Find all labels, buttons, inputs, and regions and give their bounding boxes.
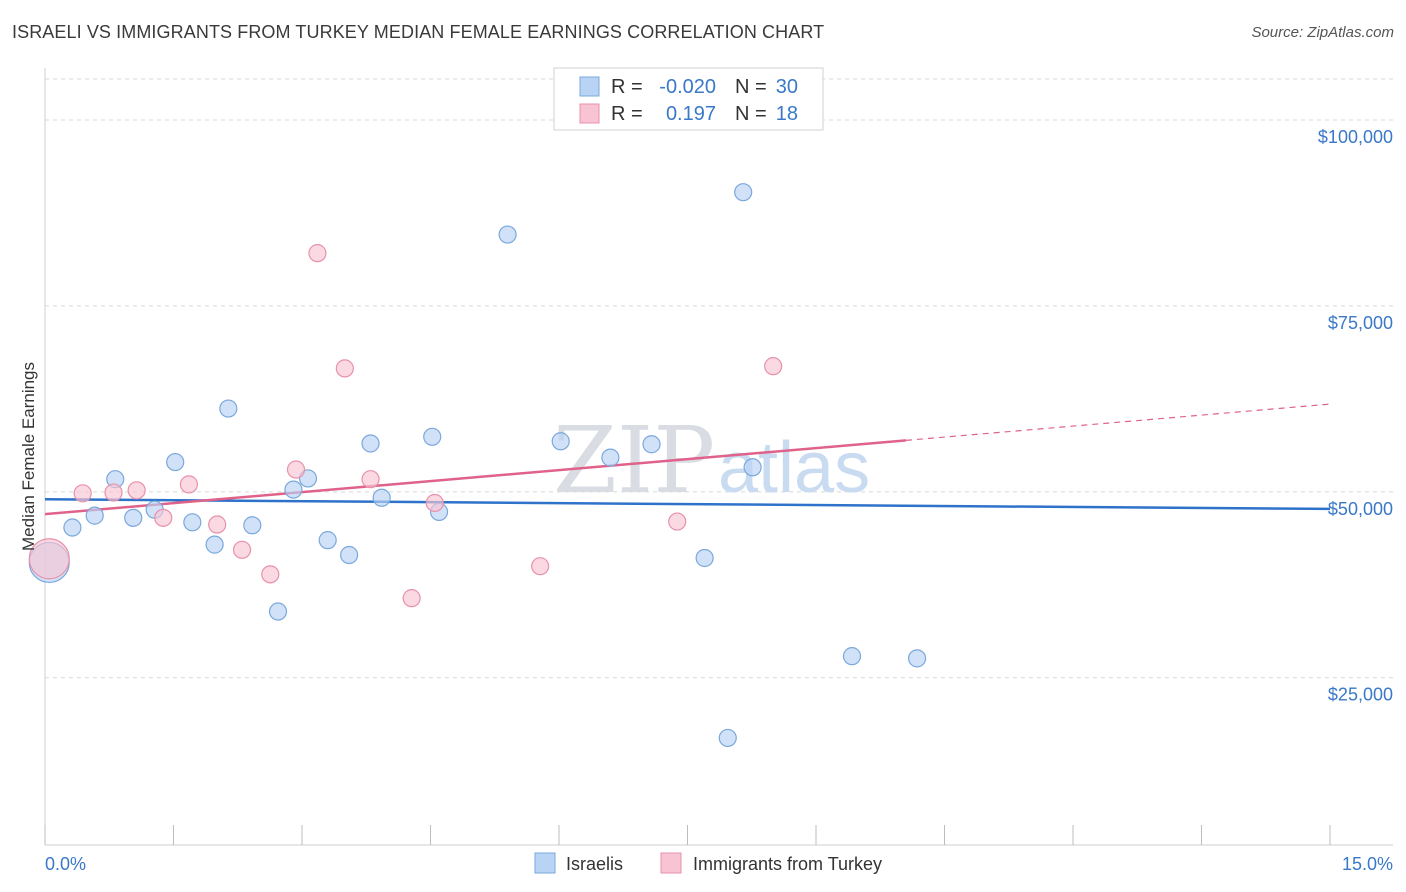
legend-r-value-israelis: -0.020	[659, 76, 716, 98]
bottom-legend-label-israelis: Israelis	[566, 854, 623, 874]
bottom-legend-swatch-israelis	[534, 852, 556, 874]
chart-title: ISRAELI VS IMMIGRANTS FROM TURKEY MEDIAN…	[12, 22, 825, 42]
point-israelis	[423, 427, 442, 446]
legend-n-value-israelis: 30	[776, 76, 798, 98]
point-turkey	[402, 589, 421, 608]
point-turkey	[531, 557, 550, 576]
legend-n-value-turkey: 18	[776, 103, 798, 125]
legend-swatch-israelis	[579, 76, 600, 97]
point-turkey	[154, 508, 173, 527]
watermark: ZIP atlas	[553, 407, 870, 514]
y-tick-label: $25,000	[1328, 685, 1393, 705]
point-israelis	[183, 513, 202, 532]
point-israelis	[243, 516, 262, 535]
series-legend: Israelis Immigrants from Turkey	[534, 852, 882, 874]
point-turkey	[286, 460, 306, 479]
point-israelis	[551, 432, 570, 451]
point-israelis	[601, 448, 620, 467]
point-israelis	[63, 518, 82, 537]
watermark-zip: ZIP	[553, 407, 715, 514]
source-label: Source: ZipAtlas.com	[1251, 24, 1394, 41]
legend-n-label-israelis: N =	[735, 76, 767, 98]
point-israelis	[268, 602, 288, 621]
data-points	[28, 183, 927, 748]
legend-r-value-turkey: 0.197	[666, 103, 716, 125]
point-israelis	[642, 435, 661, 454]
y-tick-label: $100,000	[1318, 127, 1393, 147]
point-israelis	[85, 506, 104, 525]
y-tick-label: $75,000	[1328, 313, 1393, 333]
legend-r-label-israelis: R =	[611, 76, 643, 98]
y-tick-labels: $25,000 $50,000 $75,000 $100,000	[1318, 127, 1393, 705]
legend-r-label-turkey: R =	[611, 103, 643, 125]
point-turkey	[104, 483, 123, 502]
x-tick-labels: 0.0% 15.0%	[45, 854, 1393, 874]
point-turkey	[28, 538, 70, 580]
grid-lines	[45, 78, 1393, 679]
watermark-atlas: atlas	[718, 428, 870, 508]
point-israelis	[219, 399, 238, 418]
point-israelis	[734, 183, 753, 202]
trend-line-turkey-dashed	[905, 403, 1331, 441]
point-israelis	[743, 458, 762, 477]
point-israelis	[907, 649, 927, 668]
point-turkey	[208, 515, 227, 534]
point-turkey	[261, 565, 280, 584]
point-turkey	[232, 540, 252, 559]
point-israelis	[340, 545, 359, 565]
point-israelis	[372, 488, 391, 507]
x-tick-label-min: 0.0%	[45, 854, 86, 874]
trend-lines	[44, 403, 1331, 516]
point-israelis	[284, 480, 303, 499]
point-turkey	[668, 512, 687, 531]
point-israelis	[318, 531, 337, 550]
y-tick-label: $50,000	[1328, 499, 1393, 519]
point-turkey	[335, 359, 354, 378]
point-israelis	[842, 647, 862, 666]
trend-line-turkey	[44, 439, 907, 516]
correlation-legend: R = -0.020 N = 30 R = 0.197 N = 18	[553, 67, 824, 131]
point-turkey	[179, 475, 199, 494]
legend-n-label-turkey: N =	[735, 103, 767, 125]
point-israelis	[124, 508, 143, 527]
point-israelis	[205, 535, 224, 554]
point-israelis	[361, 434, 380, 453]
legend-swatch-turkey	[579, 103, 600, 124]
x-tick-label-max: 15.0%	[1342, 854, 1393, 874]
point-israelis	[718, 728, 737, 748]
point-turkey	[361, 470, 380, 489]
point-israelis	[166, 452, 185, 472]
point-israelis	[498, 225, 517, 244]
point-turkey	[127, 481, 146, 500]
trend-line-israelis	[44, 498, 1331, 511]
point-israelis	[695, 548, 714, 568]
y-axis-label: Median Female Earnings	[19, 362, 38, 551]
axes	[44, 68, 1393, 846]
point-turkey	[764, 357, 783, 376]
bottom-legend-swatch-turkey	[660, 852, 682, 874]
bottom-legend-label-turkey: Immigrants from Turkey	[693, 854, 882, 874]
point-turkey	[308, 244, 327, 263]
point-turkey	[425, 493, 444, 513]
point-turkey	[73, 484, 92, 503]
